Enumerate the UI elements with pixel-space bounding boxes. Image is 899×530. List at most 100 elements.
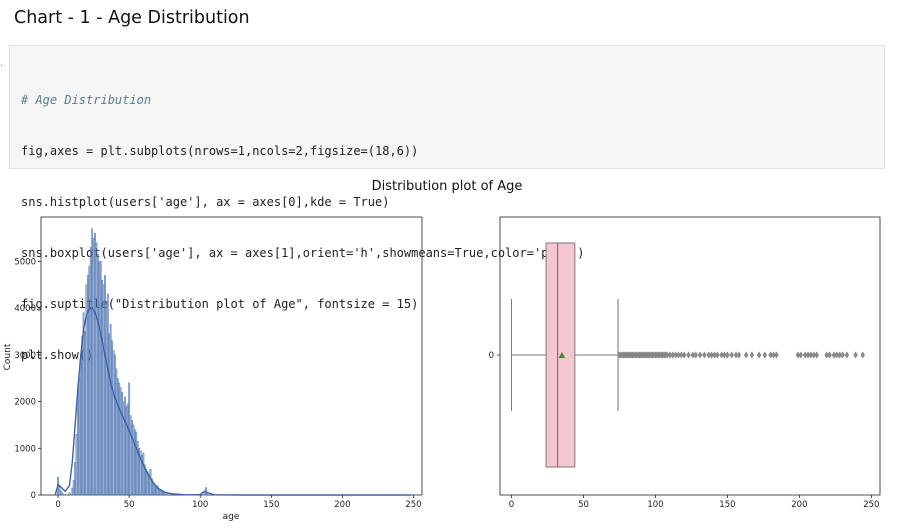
code-line-show: plt.show() <box>21 348 94 362</box>
boxplot-outliers <box>617 351 865 359</box>
histogram-y-tick-label: 3000 <box>14 351 36 361</box>
histogram-bar <box>115 368 118 496</box>
outlier-point <box>853 351 858 359</box>
histogram-y-label: Count <box>3 343 13 370</box>
histogram-chart: 0 50 100 150 200 250 0 1000 2000 3000 4000 5000 ag… <box>3 216 423 522</box>
histogram-bar <box>79 354 82 496</box>
histogram-y-ticks: 0 1000 2000 3000 4000 5000 <box>14 257 41 501</box>
code-line-comment: # Age Distribution <box>21 92 585 109</box>
code-line-subplots: fig,axes = plt.subplots(nrows=1,ncols=2,… <box>21 144 419 158</box>
outlier-point <box>682 351 687 359</box>
histogram-y-tick-label: 1000 <box>14 444 36 454</box>
histogram-bar <box>126 403 129 496</box>
outlier-point <box>715 351 720 359</box>
outlier-point <box>814 351 819 359</box>
boxplot-x-tick-label: 200 <box>791 500 807 510</box>
histogram-bar <box>86 275 89 496</box>
histogram-bar <box>89 247 92 496</box>
histogram-bar <box>81 335 84 496</box>
histogram-x-tick-label: 0 <box>55 500 60 510</box>
histogram-bar <box>109 324 112 496</box>
histogram-bar <box>128 382 131 496</box>
outlier-point <box>743 351 749 359</box>
outlier-point <box>729 351 734 359</box>
histogram-bar <box>203 492 206 496</box>
histogram-bar <box>68 492 71 496</box>
outlier-point <box>798 351 804 359</box>
boxplot-x-tick-label: 250 <box>863 500 879 510</box>
histogram-x-tick-label: 200 <box>334 500 350 510</box>
histogram-bar <box>106 293 109 496</box>
histogram-x-ticks: 0 50 100 150 200 250 <box>55 495 422 510</box>
histogram-bar <box>114 354 116 496</box>
histogram-bar <box>72 479 75 496</box>
histogram-x-label: age <box>223 512 240 522</box>
histogram-bar <box>59 490 62 496</box>
boxplot-y-tick-label: 0 <box>489 351 494 361</box>
boxplot-chart: 0 50 100 150 200 250 0 <box>489 216 881 510</box>
histogram-bar <box>95 242 98 496</box>
boxplot-x-ticks: 0 50 100 150 200 250 <box>509 495 879 510</box>
code-comment: # Age Distribution <box>21 93 152 107</box>
cell-gutter-marker: . <box>0 58 4 69</box>
histogram-bar <box>149 469 152 496</box>
section-heading: Chart - 1 - Age Distribution <box>14 8 250 28</box>
histogram-bar <box>131 420 133 496</box>
histogram-bar <box>142 452 145 496</box>
histogram-bar <box>88 265 91 496</box>
boxplot-x-tick-label: 150 <box>719 500 735 510</box>
histogram-x-tick-label: 50 <box>124 500 135 510</box>
histogram-bar <box>104 275 106 496</box>
histogram-x-tick-label: 250 <box>405 500 421 510</box>
outlier-point <box>762 351 768 359</box>
code-line-suptitle: fig.suptitle("Distribution plot of Age",… <box>21 297 419 311</box>
boxplot-x-tick-label: 0 <box>509 500 514 510</box>
histogram-y-tick-label: 0 <box>31 491 36 501</box>
outlier-point <box>736 351 742 359</box>
histogram-bar <box>160 491 163 496</box>
histogram-bar <box>96 254 99 496</box>
histogram-bar <box>118 382 121 496</box>
histogram-bar <box>108 333 111 496</box>
histogram-bars <box>57 228 209 496</box>
histogram-x-tick-label: 150 <box>263 500 279 510</box>
histogram-bar <box>99 261 102 496</box>
outlier-point <box>844 351 850 359</box>
histogram-bar <box>105 300 108 496</box>
outlier-point <box>749 351 755 359</box>
outlier-point <box>840 351 845 359</box>
histogram-bar <box>98 261 101 496</box>
figure-suptitle: Distribution plot of Age <box>371 179 523 194</box>
code-cell[interactable]: # Age Distribution fig,axes = plt.subplo… <box>9 45 885 362</box>
histogram-y-tick-label: 4000 <box>14 304 36 314</box>
histogram-y-tick-label: 2000 <box>14 398 36 408</box>
histogram-bar <box>125 406 128 496</box>
histogram-bar <box>129 415 132 496</box>
outlier-point <box>774 351 779 359</box>
boxplot-axes-frame <box>499 216 881 496</box>
histogram-bar <box>111 340 113 496</box>
outlier-point <box>686 351 691 359</box>
outlier-point <box>827 351 832 359</box>
histogram-bar <box>82 312 85 496</box>
histogram-bar <box>112 349 115 496</box>
boxplot-x-tick-label: 100 <box>647 500 663 510</box>
boxplot-y-ticks: 0 <box>489 351 500 361</box>
histogram-bar <box>133 429 136 496</box>
histogram-bar <box>132 424 135 496</box>
histogram-bar <box>123 396 126 496</box>
boxplot-x-tick-label: 50 <box>578 500 589 510</box>
histogram-bar <box>135 431 138 496</box>
histogram-bar <box>91 228 94 496</box>
mean-marker <box>558 352 566 358</box>
histogram-bar <box>162 492 165 496</box>
histogram-bar <box>77 392 79 496</box>
outlier-point <box>725 351 730 359</box>
outlier-point <box>693 351 698 359</box>
outlier-point <box>697 351 703 359</box>
outlier-point <box>702 351 707 359</box>
histogram-bar <box>119 387 122 496</box>
outlier-point <box>860 351 865 359</box>
histogram-bar <box>121 392 123 496</box>
